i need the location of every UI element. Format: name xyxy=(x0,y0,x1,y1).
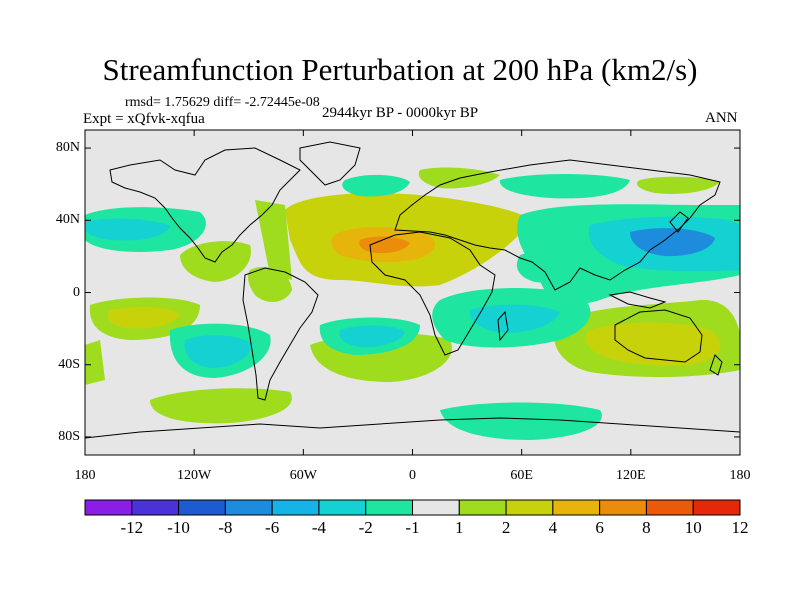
colorbar-swatch xyxy=(178,499,226,516)
contour-neg-north-pacific-core xyxy=(85,218,170,241)
lat-tick-label: 40S xyxy=(58,356,80,372)
colorbar-swatch xyxy=(224,499,273,516)
lat-tick-label: 0 xyxy=(73,284,80,300)
lon-tick-label: 120E xyxy=(616,468,646,483)
colorbar-label: 1 xyxy=(455,518,464,537)
colorbar-swatch xyxy=(458,499,507,516)
colorbar-swatch xyxy=(365,499,414,516)
experiment-label: Expt = xQfvk-xqfua xyxy=(83,111,205,127)
coast-new-zealand xyxy=(709,354,723,376)
contour-neg-south-pacific-core xyxy=(184,335,252,368)
season-label: ANN xyxy=(705,110,738,126)
contour-pos-south-america xyxy=(247,266,292,302)
colorbar-swatch xyxy=(599,499,647,516)
contour-pos-southern-ocean xyxy=(150,388,292,424)
lon-tick-label: 180 xyxy=(74,468,96,483)
contour-pos-pacific-south-core xyxy=(107,306,180,329)
colorbar-label: -4 xyxy=(311,518,327,537)
contour-neg-arctic-siberia xyxy=(499,174,630,199)
lon-tick-label: 120W xyxy=(177,468,212,483)
colorbar-label: -8 xyxy=(218,518,233,537)
colorbar-label: -2 xyxy=(358,518,373,537)
colorbar-label: 12 xyxy=(731,518,749,537)
coast-africa xyxy=(369,231,496,356)
period-label: 2944kyr BP - 0000kyr BP xyxy=(322,105,479,121)
colorbar-swatch xyxy=(84,499,133,516)
contour-neg-southern-ocean xyxy=(440,402,602,440)
contour-neg-indian-ocean-core xyxy=(469,304,560,333)
contour-pos-australia-core xyxy=(585,322,721,366)
colorbar-label: -12 xyxy=(120,518,144,537)
contour-pos-west-pacific-south xyxy=(85,340,105,385)
contour-neg-arabia xyxy=(516,251,580,283)
colorbar-label: 8 xyxy=(642,518,651,537)
colorbar-label: 2 xyxy=(501,518,511,537)
plot-title: Streamfunction Perturbation at 200 hPa (… xyxy=(102,52,698,87)
lon-tick-label: 180 xyxy=(729,468,751,483)
coast-australia xyxy=(614,309,703,363)
colorbar-label: -1 xyxy=(405,518,420,537)
colorbar-swatch xyxy=(552,499,601,516)
coastlines xyxy=(85,141,740,439)
coast-north-america xyxy=(109,147,301,263)
contour-neg-south-atlantic-core xyxy=(339,325,405,348)
coast-antarctica xyxy=(85,417,740,439)
colorbar xyxy=(84,499,741,516)
colorbar-label: 6 xyxy=(595,518,604,537)
colorbar-label: 10 xyxy=(684,518,702,537)
colorbar-swatch xyxy=(692,499,741,516)
colorbar-swatch xyxy=(131,499,180,516)
colorbar-label: 4 xyxy=(548,518,558,537)
lon-ticks xyxy=(84,130,741,455)
colorbar-swatch xyxy=(412,499,460,516)
contour-pos-north-pacific xyxy=(636,176,720,194)
stats-text: rmsd= 1.75629 diff= -2.72445e-08 xyxy=(125,95,320,110)
contour-field xyxy=(85,130,740,455)
coast-eurasia xyxy=(394,159,721,291)
colorbar-swatch xyxy=(318,499,367,516)
colorbar-swatch xyxy=(505,499,554,516)
contour-neg-arctic-atlantic xyxy=(342,174,410,197)
lat-tick-label: 40N xyxy=(55,212,80,228)
contour-pos-sahara-inner xyxy=(359,236,410,254)
lon-tick-label: 0 xyxy=(409,468,416,483)
coast-greenland xyxy=(299,141,361,186)
contour-pos-north-atlantic-edge xyxy=(255,200,292,280)
lat-tick-label: 80N xyxy=(55,140,80,156)
lon-tick-label: 60E xyxy=(510,468,533,483)
coast-madagascar xyxy=(497,310,509,342)
colorbar-label: -10 xyxy=(167,518,190,537)
coast-south-america xyxy=(242,267,319,401)
lat-tick-label: 80S xyxy=(58,428,80,444)
lat-ticks xyxy=(85,147,740,438)
coast-indonesia xyxy=(608,291,667,309)
lon-tick-label: 60W xyxy=(289,468,317,483)
colorbar-swatch xyxy=(271,499,320,516)
colorbar-swatch xyxy=(645,499,694,516)
colorbar-label: -6 xyxy=(265,518,280,537)
coast-japan xyxy=(669,211,689,233)
